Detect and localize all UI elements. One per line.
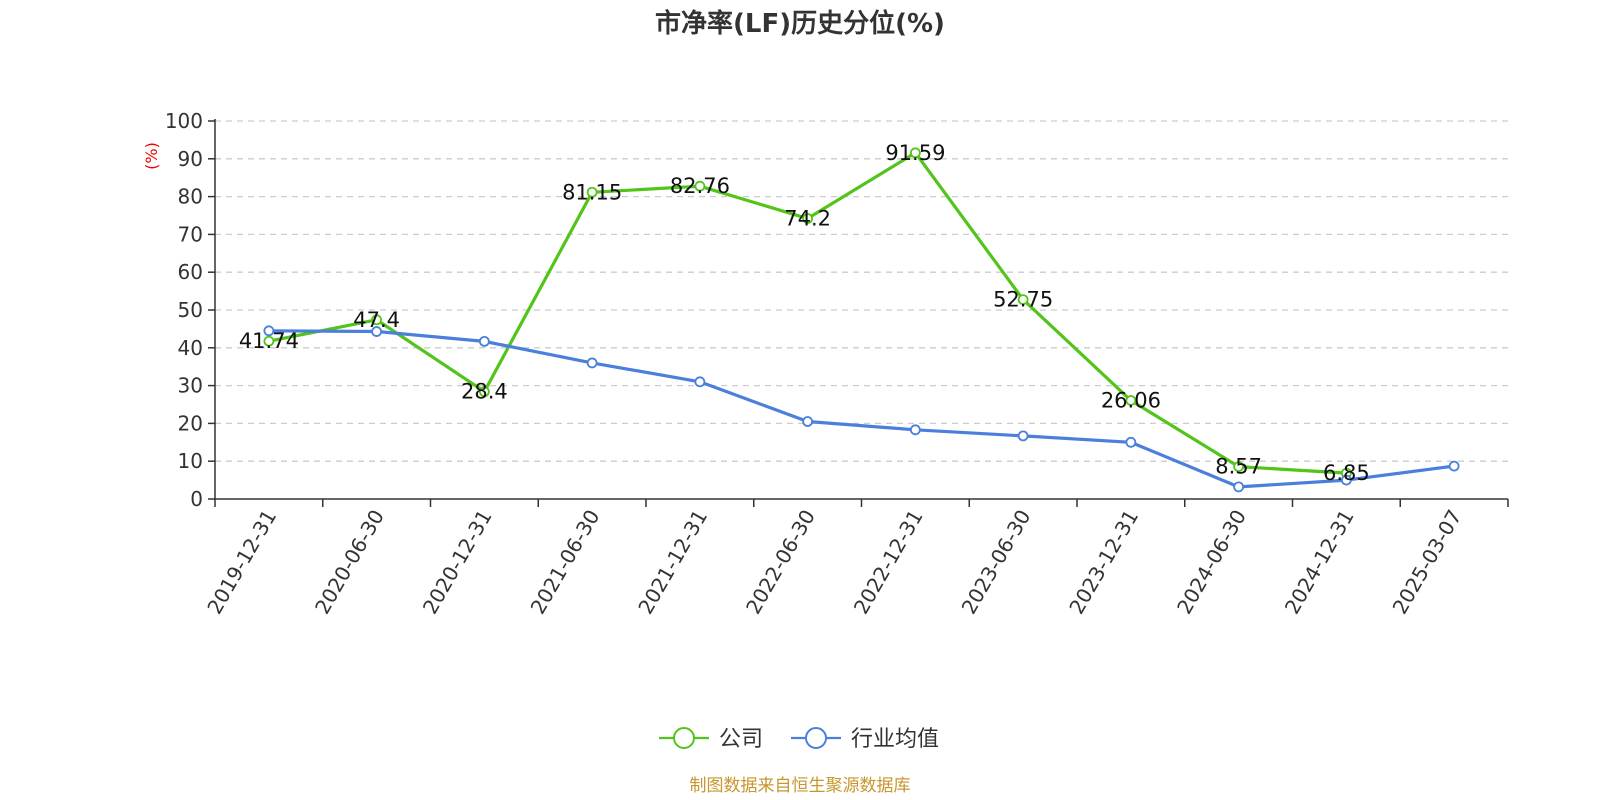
y-tick-label-50: 50 — [178, 298, 203, 322]
x-tick-label-2020-06-30: 2020-06-30 — [310, 506, 389, 619]
x-tick-label-2020-12-31: 2020-12-31 — [418, 506, 497, 619]
data-point-0-2022-12-31[interactable] — [909, 147, 921, 159]
legend-swatch-marker — [805, 727, 827, 749]
y-tick-label-70: 70 — [178, 222, 203, 246]
data-label-2020-06-30: 47.4 — [353, 308, 400, 332]
grid-lines — [215, 120, 1508, 462]
legend-item-0[interactable]: 公司 — [659, 727, 763, 752]
legend-label: 公司 — [719, 727, 763, 752]
axes: 0 10 20 30 40 50 60 70 80 90 100 2019-12-31 2020-06-… — [165, 109, 1509, 619]
data-point-1-2020-12-31[interactable] — [478, 335, 490, 347]
data-label-2020-12-31: 28.4 — [461, 380, 508, 404]
data-point-0-2022-06-30[interactable] — [802, 213, 814, 224]
data-point-1-2019-12-31[interactable] — [263, 325, 275, 337]
data-point-1-2022-06-30[interactable] — [802, 416, 814, 427]
data-point-1-2023-12-31[interactable] — [1125, 436, 1137, 448]
y-tick-label-90: 90 — [178, 147, 203, 171]
y-tick-label-10: 10 — [178, 449, 203, 473]
data-label-2022-12-31: 91.59 — [885, 141, 945, 165]
chart-title: 市净率(LF)历史分位(%) — [655, 8, 945, 39]
x-tick-label-2023-12-31: 2023-12-31 — [1064, 506, 1143, 619]
y-axis-unit-label: (%) — [142, 142, 161, 170]
data-label-2023-06-30: 52.75 — [993, 288, 1053, 312]
data-point-0-2020-12-31[interactable] — [478, 386, 490, 398]
data-point-1-2023-06-30[interactable] — [1017, 430, 1029, 442]
x-tick-label-2025-03-07: 2025-03-07 — [1388, 506, 1467, 619]
data-source-note: 制图数据来自恒生聚源数据库 — [690, 776, 911, 796]
data-point-1-2022-12-31[interactable] — [909, 424, 921, 436]
data-point-0-2023-06-30[interactable] — [1017, 294, 1029, 306]
data-point-0-2019-12-31[interactable] — [263, 335, 275, 347]
y-tick-label-20: 20 — [178, 411, 203, 435]
data-point-0-2020-06-30[interactable] — [371, 314, 383, 326]
y-tick-label-80: 80 — [178, 185, 203, 209]
x-tick-label-2021-06-30: 2021-06-30 — [526, 506, 605, 619]
y-tick-label-0: 0 — [190, 487, 203, 511]
x-tick-label-2022-12-31: 2022-12-31 — [849, 506, 928, 619]
y-tick-label-100: 100 — [165, 109, 203, 133]
data-point-0-2021-06-30[interactable] — [586, 186, 598, 198]
y-tick-label-40: 40 — [178, 336, 203, 360]
data-point-0-2024-06-30[interactable] — [1233, 461, 1245, 473]
data-point-0-2023-12-31[interactable] — [1125, 395, 1137, 406]
x-tick-label-2024-06-30: 2024-06-30 — [1172, 506, 1251, 619]
legend-label: 行业均值 — [851, 727, 939, 752]
x-tick-label-2022-06-30: 2022-06-30 — [741, 506, 820, 619]
data-label-2019-12-31: 41.74 — [239, 329, 299, 353]
data-point-1-2025-03-07[interactable] — [1448, 460, 1460, 472]
data-point-1-2024-06-30[interactable] — [1233, 481, 1245, 493]
y-tick-label-30: 30 — [178, 374, 203, 398]
data-point-1-2024-12-31[interactable] — [1340, 474, 1352, 486]
x-tick-label-2019-12-31: 2019-12-31 — [202, 506, 281, 619]
data-point-0-2021-12-31[interactable] — [694, 180, 706, 192]
data-label-2021-06-30: 81.15 — [562, 180, 622, 204]
x-tick-label-2021-12-31: 2021-12-31 — [633, 506, 712, 619]
legend-swatch-marker — [673, 727, 695, 749]
x-tick-label-2024-12-31: 2024-12-31 — [1280, 506, 1359, 619]
data-label-2023-12-31: 26.06 — [1101, 388, 1161, 412]
data-label-2024-12-31: 6.85 — [1323, 461, 1370, 485]
data-labels: 41.74 47.4 28.4 81.15 82.76 74.2 91.59 52.75 26.… — [239, 141, 1370, 485]
data-label-2022-06-30: 74.2 — [784, 207, 831, 231]
y-tick-label-60: 60 — [178, 260, 203, 284]
data-point-1-2020-06-30[interactable] — [371, 326, 383, 337]
series-line-1 — [268, 329, 1455, 489]
x-tick-label-2023-06-30: 2023-06-30 — [957, 506, 1036, 619]
series-lines — [263, 147, 1460, 493]
data-label-2021-12-31: 82.76 — [670, 174, 730, 198]
data-point-1-2021-06-30[interactable] — [586, 357, 598, 369]
legend[interactable]: 公司 行业均值 — [659, 727, 939, 752]
data-point-1-2021-12-31[interactable] — [694, 376, 706, 388]
legend-item-1[interactable]: 行业均值 — [791, 727, 939, 752]
data-label-2024-06-30: 8.57 — [1215, 455, 1262, 479]
